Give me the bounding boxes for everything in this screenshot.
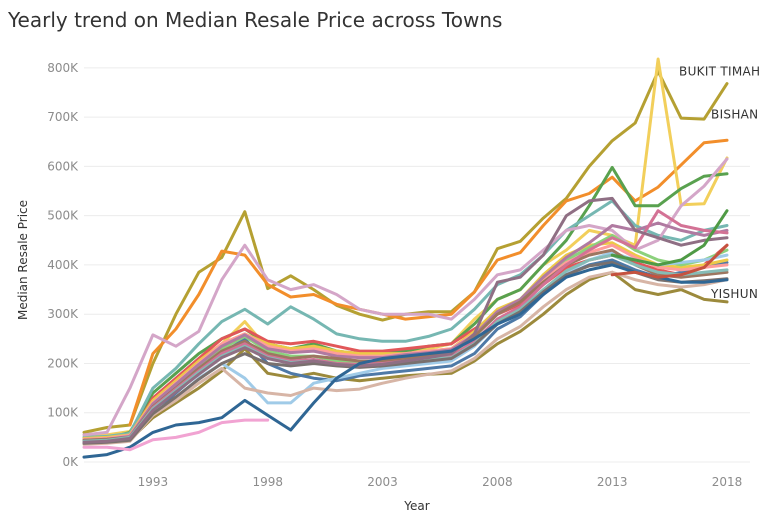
- x-axis-title: Year: [403, 499, 429, 513]
- x-tick-label: 1993: [138, 475, 169, 489]
- series-line-23: [610, 243, 729, 279]
- x-tick-label: 2018: [712, 475, 743, 489]
- y-axis-ticks: 0K 100K 200K 300K 400K 500K 600K 700K 800K: [47, 61, 79, 469]
- y-tick-label: 800K: [47, 61, 79, 75]
- series-line-22: [610, 209, 729, 267]
- y-axis-title: Median Resale Price: [16, 200, 30, 320]
- series-label: BUKIT TIMAH: [679, 64, 760, 78]
- series-line-yishun: [82, 270, 729, 444]
- series-lines: [82, 57, 729, 459]
- x-tick-label: 2003: [367, 475, 398, 489]
- y-tick-label: 400K: [47, 258, 79, 272]
- x-tick-label: 1998: [252, 475, 283, 489]
- series-line-14: [82, 248, 729, 442]
- series-line-4: [82, 165, 729, 442]
- series-line-21: [82, 418, 270, 452]
- y-tick-label: 700K: [47, 110, 79, 124]
- y-tick-label: 100K: [47, 406, 79, 420]
- y-tick-label: 200K: [47, 356, 79, 370]
- series-label: BISHAN: [711, 107, 758, 121]
- y-tick-label: 500K: [47, 209, 79, 223]
- x-tick-label: 2008: [482, 475, 513, 489]
- chart-title: Yearly trend on Median Resale Price acro…: [8, 8, 503, 32]
- x-axis-ticks: 1993 1998 2003 2008 2013 2018: [138, 475, 743, 489]
- series-annotations: BUKIT TIMAH BISHAN YISHUN: [679, 64, 760, 301]
- y-tick-label: 600K: [47, 159, 79, 173]
- series-line-19: [82, 196, 729, 444]
- y-tick-label: 0K: [62, 455, 79, 469]
- series-line-6: [82, 157, 729, 437]
- y-tick-label: 300K: [47, 307, 79, 321]
- series-line-20: [82, 263, 729, 459]
- series-label: YISHUN: [710, 287, 758, 301]
- series-line-18: [82, 261, 729, 445]
- x-tick-label: 2013: [597, 475, 628, 489]
- series-line-15: [82, 209, 729, 444]
